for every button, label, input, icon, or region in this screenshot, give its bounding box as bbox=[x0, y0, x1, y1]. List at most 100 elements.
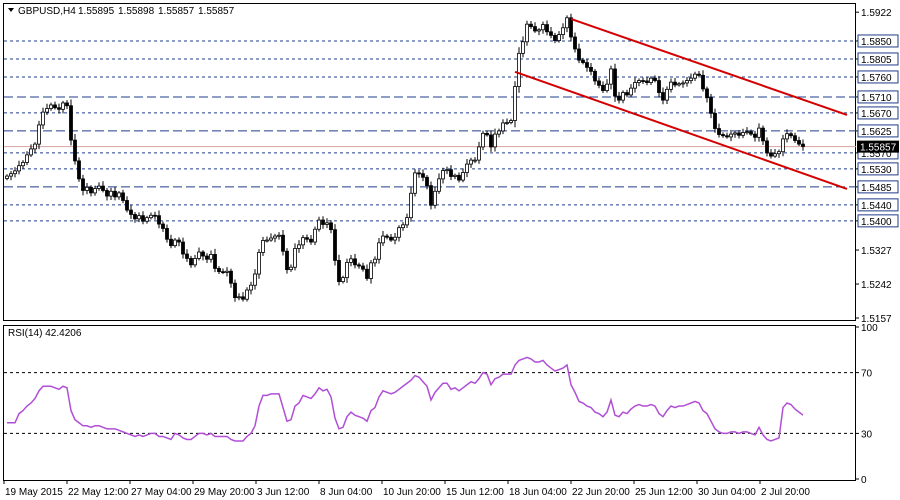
price-tick-label: 1.5570 bbox=[861, 149, 892, 160]
candle-body bbox=[297, 244, 301, 249]
candle-body bbox=[37, 124, 41, 145]
candle-body bbox=[257, 252, 261, 275]
candle-body bbox=[165, 228, 169, 240]
candle-body bbox=[85, 186, 89, 191]
candle bbox=[237, 293, 241, 301]
candle bbox=[773, 149, 777, 158]
ohlc-close: 1.55857 bbox=[198, 6, 235, 17]
price-axis: 1.5922 1.5850 1.5805 1.5760 1.5710 1.5670 1.56… bbox=[856, 8, 899, 325]
candle bbox=[185, 249, 189, 262]
candle bbox=[369, 259, 373, 284]
candle-body bbox=[581, 59, 585, 63]
candle-body bbox=[789, 133, 793, 137]
candle bbox=[605, 79, 609, 93]
time-axis: 19 May 2015 22 May 12:00 27 May 04:00 29 Ma… bbox=[3, 480, 810, 498]
candle bbox=[289, 264, 293, 272]
ohlc-low: 1.55857 bbox=[158, 6, 195, 17]
candle-body bbox=[345, 262, 349, 279]
candle bbox=[153, 211, 157, 220]
candle bbox=[393, 233, 397, 245]
candle bbox=[101, 181, 105, 193]
candle bbox=[701, 70, 705, 92]
candle-body bbox=[549, 31, 553, 36]
candle-body bbox=[725, 135, 729, 138]
candle bbox=[129, 205, 133, 219]
candle bbox=[341, 275, 345, 284]
level-label-box bbox=[857, 162, 899, 176]
candle-body bbox=[757, 127, 761, 138]
trendlines[interactable] bbox=[514, 18, 848, 190]
candle-body bbox=[281, 234, 285, 252]
candle-body bbox=[181, 241, 185, 255]
candle bbox=[389, 233, 393, 242]
candle-body bbox=[793, 135, 797, 141]
candle-body bbox=[385, 235, 389, 238]
candle-body bbox=[325, 222, 329, 225]
candle bbox=[249, 281, 253, 295]
candle-body bbox=[149, 214, 153, 219]
rsi-tick-label: 100 bbox=[861, 323, 878, 334]
candle bbox=[169, 234, 173, 249]
candle bbox=[505, 118, 509, 126]
candle-body bbox=[41, 111, 45, 126]
candle bbox=[717, 123, 721, 138]
candle bbox=[721, 132, 725, 138]
candle bbox=[697, 71, 701, 78]
level-label-box bbox=[857, 52, 899, 66]
time-tick-label: 2 Jul 20:00 bbox=[761, 487, 810, 498]
candle bbox=[337, 254, 341, 286]
candle bbox=[301, 234, 305, 249]
candle-body bbox=[721, 134, 725, 137]
candle bbox=[5, 174, 9, 181]
candle-body bbox=[81, 178, 85, 191]
candle-body bbox=[553, 34, 557, 41]
candle bbox=[749, 129, 753, 136]
candle-body bbox=[525, 23, 529, 43]
candle-body bbox=[349, 258, 353, 263]
candle-body bbox=[205, 255, 209, 260]
candle bbox=[517, 47, 521, 93]
time-tick-label: 25 Jun 12:00 bbox=[635, 487, 693, 498]
candle-body bbox=[301, 237, 305, 246]
candle bbox=[657, 76, 661, 98]
candle-body bbox=[161, 223, 165, 229]
candle-body bbox=[153, 214, 157, 217]
candle bbox=[761, 125, 765, 145]
candle-body bbox=[21, 162, 25, 167]
price-tick-label: 1.5157 bbox=[861, 314, 892, 325]
candle bbox=[17, 160, 21, 175]
candle-body bbox=[437, 178, 441, 192]
candle bbox=[685, 76, 689, 87]
candle-body bbox=[49, 104, 53, 109]
candle-body bbox=[105, 190, 109, 197]
candle bbox=[709, 93, 713, 119]
candle-body bbox=[737, 132, 741, 136]
candle bbox=[353, 253, 357, 269]
candle-body bbox=[417, 172, 421, 175]
level-label-box bbox=[857, 90, 899, 104]
candle bbox=[81, 174, 85, 196]
candle bbox=[253, 269, 257, 290]
candle bbox=[609, 65, 613, 90]
candle bbox=[541, 21, 545, 34]
candle-body bbox=[237, 296, 241, 299]
candle-body bbox=[93, 188, 97, 194]
candle bbox=[473, 157, 477, 164]
ohlc-open: 1.55895 bbox=[78, 6, 115, 17]
rsi-axis: 100 70 30 0 bbox=[856, 323, 878, 486]
candle-body bbox=[629, 87, 633, 96]
candle bbox=[653, 75, 657, 83]
candle bbox=[617, 91, 621, 104]
candle-body bbox=[57, 107, 61, 110]
candle bbox=[257, 249, 261, 279]
time-tick-label: 8 Jun 04:00 bbox=[320, 487, 373, 498]
candle bbox=[545, 20, 549, 36]
candle bbox=[577, 43, 581, 64]
time-tick-label: 30 Jun 04:00 bbox=[698, 487, 756, 498]
candle bbox=[297, 240, 301, 253]
collapse-triangle-icon[interactable] bbox=[8, 8, 14, 12]
candle-body bbox=[337, 260, 341, 283]
candle-body bbox=[709, 97, 713, 114]
time-tick-label: 15 Jun 12:00 bbox=[446, 487, 504, 498]
